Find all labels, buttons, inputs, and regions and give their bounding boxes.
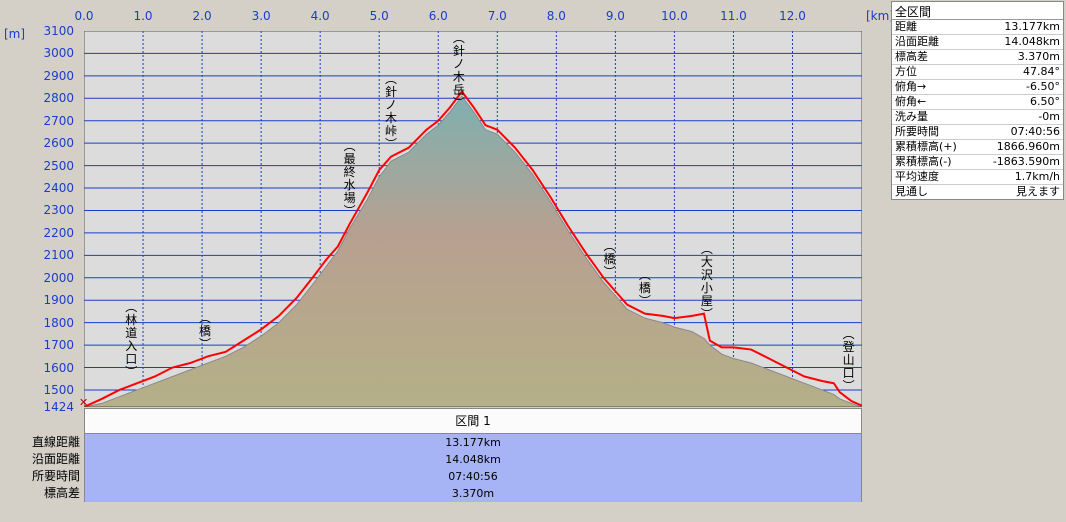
- y-tick-label: 2700: [43, 113, 74, 128]
- y-tick-label: 1600: [43, 360, 74, 375]
- poi-label: ︵ 針ノ木峠 ︶: [385, 71, 398, 151]
- x-tick-label: 9.0: [605, 9, 625, 23]
- y-tick-label: 1800: [43, 315, 74, 330]
- poi-label: ︵ 針ノ木岳 ︶: [452, 31, 465, 110]
- stats-label: 沿面距離: [895, 35, 939, 48]
- terrain-area: [84, 95, 862, 407]
- stats-row: 平均速度 1.7km/h: [892, 170, 1063, 185]
- x-tick-label: 6.0: [428, 9, 448, 23]
- stats-label: 距離: [895, 20, 917, 33]
- stats-label: 俯角←: [895, 95, 927, 108]
- y-axis-unit: [m]: [4, 27, 26, 41]
- x-tick-label: 5.0: [369, 9, 389, 23]
- x-tick-label: 10.0: [661, 9, 688, 23]
- stats-row: 累積標高(-) -1863.590m: [892, 155, 1063, 170]
- segment-table: 区間 1 直線距離 13.177km 沿面距離 14.048km 所要時間 07:40:5…: [32, 408, 862, 502]
- x-tick-label: 8.0: [546, 9, 566, 23]
- stats-row: 累積標高(+) 1866.960m: [892, 140, 1063, 155]
- y-tick-label: 2500: [43, 158, 74, 173]
- segment-header[interactable]: 区間 1: [84, 408, 862, 434]
- y-tick-label: 1900: [43, 293, 74, 308]
- stats-value: 07:40:56: [1010, 125, 1060, 138]
- segment-label: 標高差: [43, 486, 80, 500]
- start-marker-icon: ✕: [79, 396, 89, 409]
- poi-label: ︵ 橋 ︶: [603, 238, 616, 279]
- x-tick-label: 12.0: [779, 9, 806, 23]
- poi-label: ︵ 橋 ︶: [199, 311, 212, 352]
- x-tick-label: 0.0: [74, 9, 94, 23]
- y-tick-label: 1700: [43, 338, 74, 353]
- stats-value: -6.50°: [1026, 80, 1060, 93]
- stats-label: 累積標高(-): [895, 155, 952, 168]
- poi-label: ︵ 最終水場 ︶: [343, 138, 356, 218]
- x-tick-label: 7.0: [487, 9, 507, 23]
- stats-label: 累積標高(+): [895, 140, 957, 153]
- stats-label: 見通し: [895, 185, 928, 198]
- y-tick-label: 2400: [43, 181, 74, 196]
- y-tick-label: 2100: [43, 248, 74, 263]
- stats-label: 所要時間: [895, 125, 939, 138]
- poi-label: ︵ 大沢小屋 ︶: [700, 242, 713, 322]
- segment-row: 標高差 3.370m: [44, 485, 862, 502]
- stats-value: -1863.590m: [992, 155, 1060, 168]
- stats-value: 1.7km/h: [1014, 170, 1060, 183]
- segment-label: 所要時間: [31, 469, 80, 483]
- stats-label: 標高差: [895, 50, 928, 63]
- y-tick-label: 3100: [43, 24, 74, 38]
- stats-label: 洗み量: [895, 110, 928, 123]
- stats-row: 所要時間 07:40:56: [892, 125, 1063, 140]
- y-tick-label: 2600: [43, 136, 74, 151]
- stats-label: 俯角→: [895, 80, 927, 93]
- stats-value: 47.84°: [1023, 65, 1060, 78]
- poi-label: ︵ 登山口 ︶: [842, 326, 855, 393]
- stats-row: 俯角→ -6.50°: [892, 80, 1063, 95]
- stats-header: 全区間: [892, 2, 1063, 20]
- poi-label: ︵ 橋 ︶: [638, 267, 651, 308]
- x-axis-unit: [km]: [866, 9, 895, 23]
- segment-row: 沿面距離 14.048km: [32, 451, 862, 468]
- stats-row: 洗み量 -0m: [892, 110, 1063, 125]
- segment-value: 14.048km: [84, 451, 862, 468]
- stats-value: -0m: [1038, 110, 1060, 123]
- y-tick-label: 2300: [43, 203, 74, 218]
- elevation-line: [84, 89, 862, 407]
- segment-row: 直線距離 13.177km: [32, 434, 862, 451]
- segment-value: 07:40:56: [84, 468, 862, 485]
- y-tick-label: 2800: [43, 91, 74, 106]
- y-tick-label: 1500: [43, 382, 74, 397]
- stats-value: 14.048km: [1004, 35, 1060, 48]
- segment-label: 直線距離: [31, 435, 80, 449]
- x-tick-label: 1.0: [133, 9, 153, 23]
- stats-value: 6.50°: [1030, 95, 1060, 108]
- x-tick-label: 11.0: [720, 9, 747, 23]
- elevation-profile-chart[interactable]: [84, 31, 862, 407]
- y-tick-label: 2000: [43, 270, 74, 285]
- segment-row: 所要時間 07:40:56: [32, 468, 862, 485]
- stats-value: 3.370m: [1017, 50, 1060, 63]
- x-tick-label: 2.0: [192, 9, 212, 23]
- stats-label: 平均速度: [895, 170, 939, 183]
- stats-row: 沿面距離 14.048km: [892, 35, 1063, 50]
- stats-row: 見通し 見えます: [892, 185, 1063, 199]
- stats-value: 13.177km: [1004, 20, 1060, 33]
- y-tick-label: 2900: [43, 68, 74, 83]
- segment-value: 3.370m: [84, 485, 862, 502]
- stats-row: 距離 13.177km: [892, 20, 1063, 35]
- stats-value: 見えます: [1016, 185, 1060, 198]
- stats-panel: 全区間 距離 13.177km 沿面距離 14.048km 標高差 3.370m 方位 47.…: [891, 1, 1064, 200]
- stats-value: 1866.960m: [996, 140, 1060, 153]
- y-tick-label: 1424: [43, 400, 74, 414]
- stats-row: 方位 47.84°: [892, 65, 1063, 80]
- x-tick-label: 4.0: [310, 9, 330, 23]
- stats-row: 標高差 3.370m: [892, 50, 1063, 65]
- stats-row: 俯角← 6.50°: [892, 95, 1063, 110]
- stats-label: 方位: [895, 65, 917, 78]
- x-tick-label: 3.0: [251, 9, 271, 23]
- poi-label: ︵ 林道入口 ︶: [125, 300, 138, 380]
- segment-value: 13.177km: [84, 434, 862, 451]
- y-tick-label: 3000: [43, 46, 74, 61]
- y-tick-label: 2200: [43, 225, 74, 240]
- segment-label: 沿面距離: [31, 452, 80, 466]
